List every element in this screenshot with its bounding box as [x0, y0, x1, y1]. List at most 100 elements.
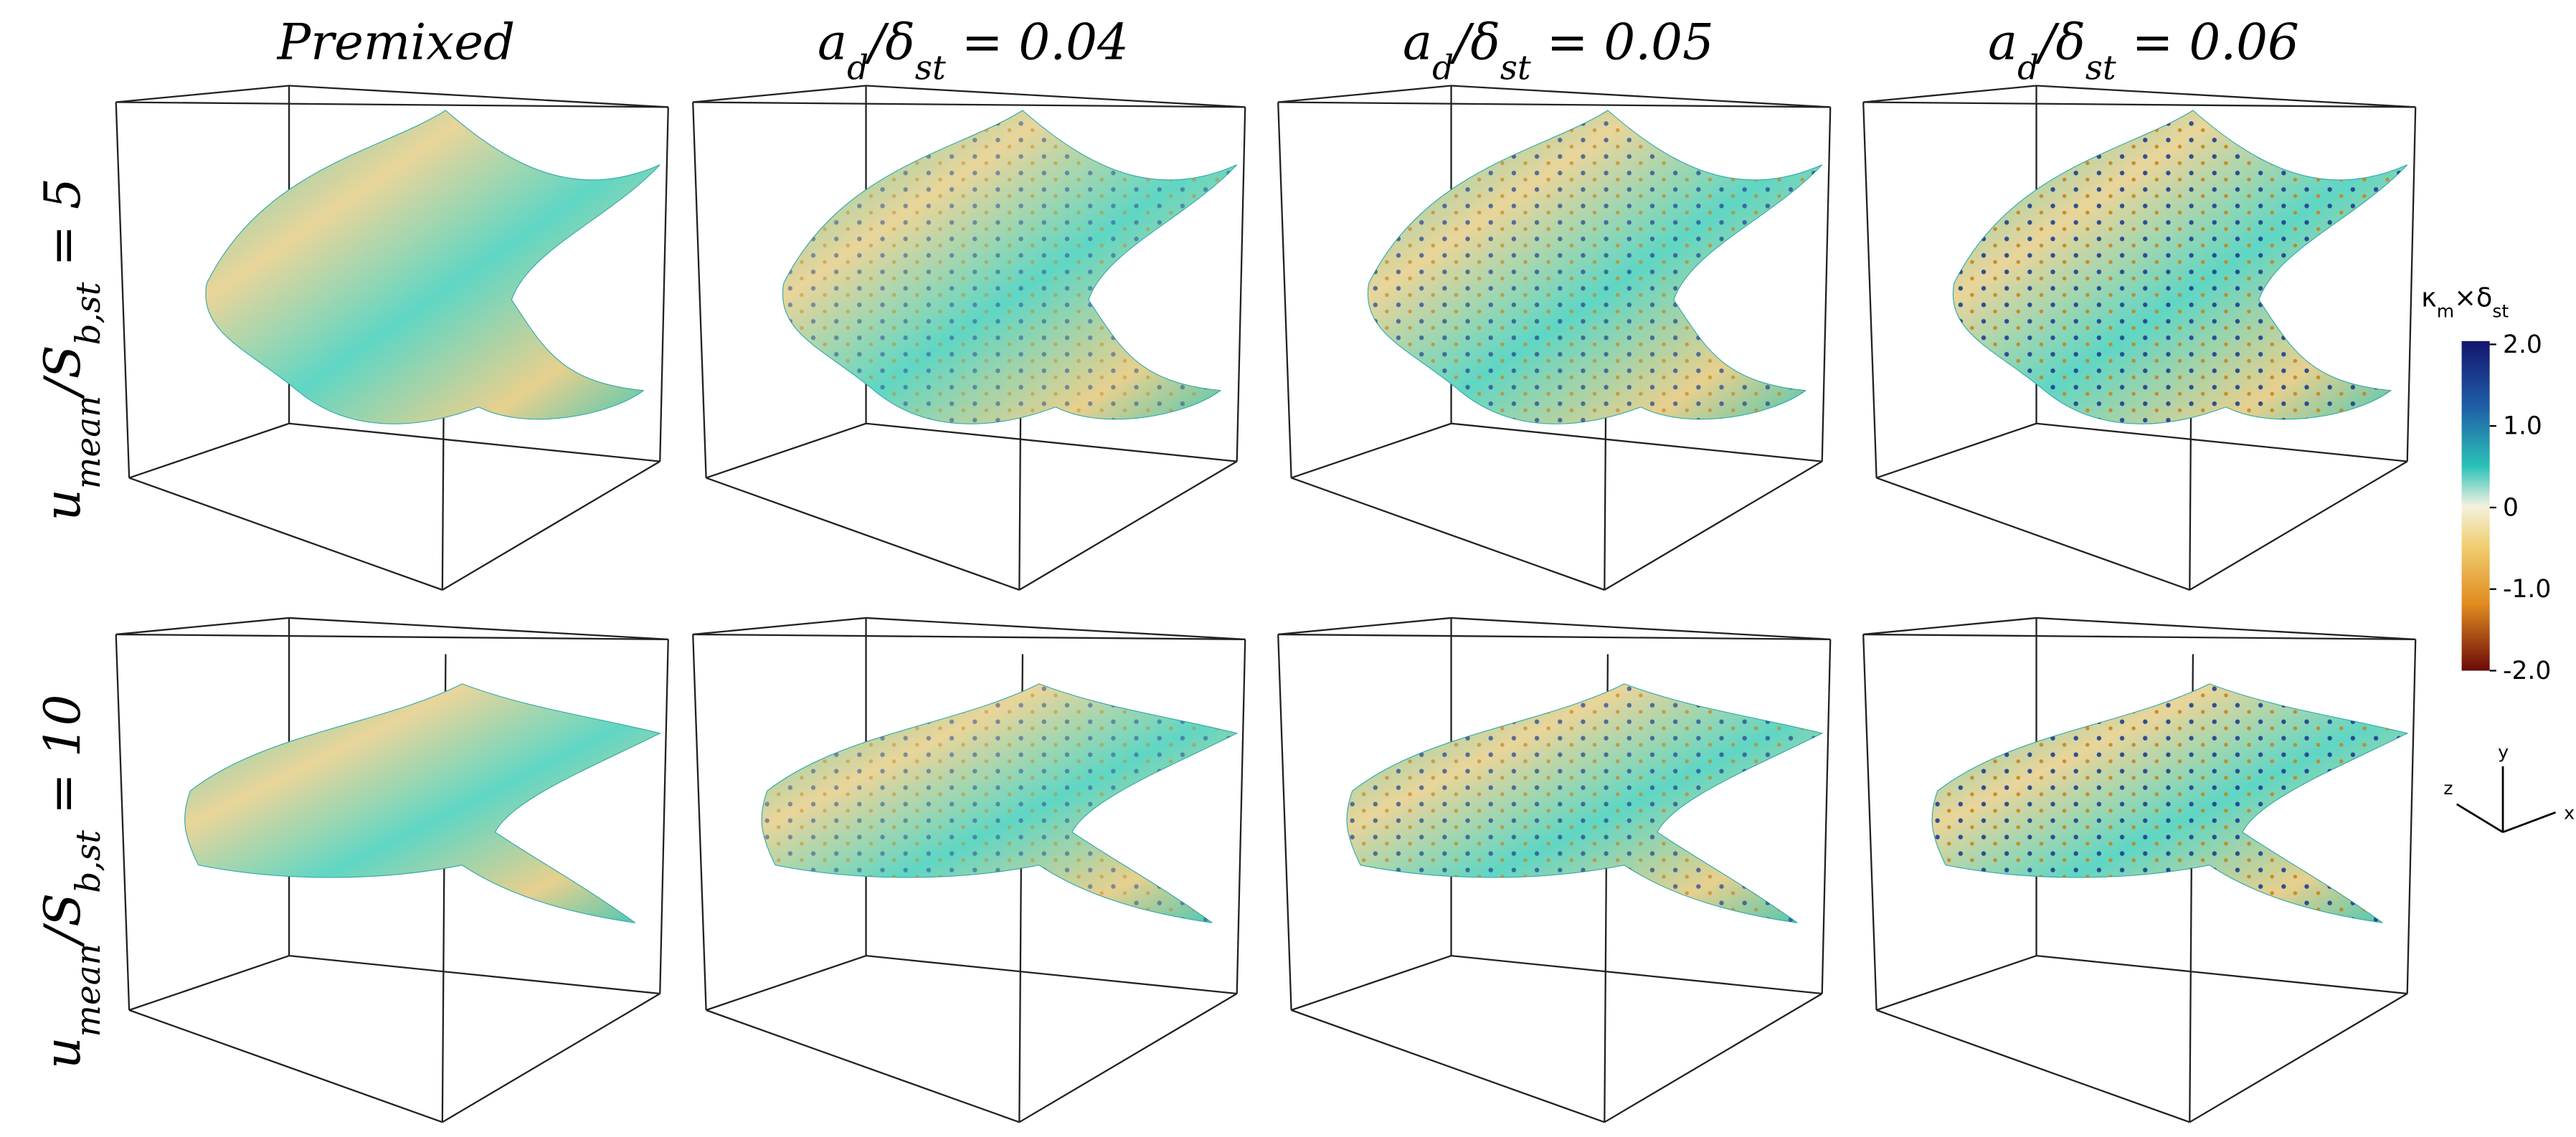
- column-title: ad/δst = 0.04: [818, 14, 1129, 88]
- box-edge: [115, 85, 290, 103]
- box-edge: [693, 617, 866, 636]
- box-edge: [1278, 85, 1452, 103]
- box-edge: [866, 85, 1246, 108]
- box-edge: [1821, 639, 1832, 994]
- box-edge: [115, 101, 668, 108]
- box-edge: [706, 1009, 1020, 1123]
- colorbar-title-part: κ: [2421, 282, 2437, 313]
- column-title-part: a: [1988, 14, 2017, 72]
- column-title-part: d: [2017, 48, 2039, 87]
- box-edge: [115, 617, 290, 636]
- flame-wrinkles: [1347, 683, 1822, 923]
- box-edge: [115, 633, 668, 640]
- flame-wrinkles: [1953, 110, 2407, 424]
- row-label-part: /S: [34, 893, 92, 948]
- colorbar-title-part: ×δ: [2454, 282, 2492, 313]
- box-edge: [866, 422, 1237, 462]
- box-edge: [1291, 955, 1452, 1012]
- box-edge: [1451, 955, 1822, 995]
- box-edge: [659, 639, 669, 994]
- box-edge: [1863, 101, 2416, 108]
- row-label-part: = 10: [34, 695, 92, 830]
- flame-wrinkles: [762, 683, 1237, 923]
- box-edge: [128, 477, 443, 591]
- box-edge: [1277, 634, 1292, 1011]
- box-edge: [1236, 107, 1246, 462]
- panel: [1862, 85, 2417, 591]
- axis-label: z: [2443, 778, 2453, 799]
- column-title-part: = 0.04: [946, 14, 1129, 72]
- colorbar-tick-label: 2.0: [2503, 330, 2542, 359]
- row-label-part: mean: [69, 396, 108, 489]
- column-title: ad/δst = 0.05: [1403, 14, 1714, 88]
- colorbar-tick-label: 1.0: [2503, 412, 2542, 441]
- box-edge: [288, 422, 660, 462]
- row-label-part: u: [34, 1037, 92, 1068]
- box-edge: [692, 102, 707, 478]
- box-edge: [1876, 477, 2190, 591]
- box-edge: [2036, 617, 2416, 640]
- row-label-part: b,st: [69, 282, 108, 345]
- row-label-part: /S: [34, 345, 92, 399]
- column-title-part: = 0.06: [2116, 14, 2299, 72]
- box-edge: [1018, 993, 1238, 1123]
- flame-wrinkles: [1368, 110, 1822, 424]
- column-title-part: st: [1500, 48, 1531, 87]
- panel: [1277, 85, 1832, 591]
- colorbar-tick-label: -1.0: [2503, 575, 2551, 604]
- column-title-part: Premixed: [276, 14, 515, 72]
- box-edge: [2036, 85, 2416, 108]
- box-edge: [706, 477, 1020, 591]
- box-edge: [2406, 639, 2417, 994]
- box-edge: [2406, 107, 2417, 462]
- box-edge: [1876, 1009, 2190, 1123]
- panel: [692, 617, 1246, 1123]
- column-title-part: st: [915, 48, 946, 87]
- box-edge: [128, 955, 290, 1012]
- axis-label: y: [2498, 741, 2509, 762]
- panel: [115, 617, 669, 1123]
- box-edge: [706, 422, 866, 479]
- flame-wrinkles: [782, 110, 1237, 424]
- column-title-part: /δ: [2035, 14, 2085, 72]
- row-label-part: = 5: [34, 178, 92, 282]
- panel: [1277, 617, 1832, 1123]
- box-edge: [1876, 955, 2037, 1012]
- box-edge: [1863, 633, 2416, 640]
- panel: [115, 85, 669, 591]
- box-edge: [1291, 1009, 1605, 1123]
- flame-surface: [205, 110, 660, 424]
- flame-surface: [184, 683, 661, 923]
- panel: [1862, 617, 2417, 1123]
- box-edge: [1018, 460, 1238, 591]
- column-title-part: a: [1403, 14, 1432, 72]
- row-label-part: u: [34, 489, 92, 520]
- box-edge: [1604, 460, 1823, 591]
- box-edge: [1863, 617, 2037, 636]
- box-edge: [289, 617, 668, 640]
- colorbar-title: κm×δst: [2421, 282, 2509, 322]
- column-title: Premixed: [276, 14, 515, 72]
- column-title-part: st: [2085, 48, 2116, 87]
- box-edge: [1862, 102, 1877, 478]
- column-title-part: /δ: [864, 14, 915, 72]
- domain-box: [1277, 617, 1832, 1123]
- column-title-part: = 0.05: [1531, 14, 1714, 72]
- column-title: ad/δst = 0.06: [1988, 14, 2299, 88]
- column-title-part: d: [847, 48, 868, 87]
- box-edge: [1236, 639, 1246, 994]
- row-label: umean/Sb,st = 5: [34, 178, 108, 520]
- axes-triad: [2456, 766, 2557, 834]
- row-label-part: mean: [69, 943, 108, 1037]
- colorbar: [2461, 341, 2490, 671]
- box-edge: [289, 85, 668, 108]
- box-edge: [2036, 955, 2407, 995]
- box-edge: [1451, 617, 1831, 640]
- box-edge: [2189, 993, 2408, 1123]
- box-edge: [693, 633, 1246, 640]
- box-edge: [1821, 107, 1832, 462]
- box-edge: [442, 460, 660, 591]
- box-edge: [1451, 422, 1822, 462]
